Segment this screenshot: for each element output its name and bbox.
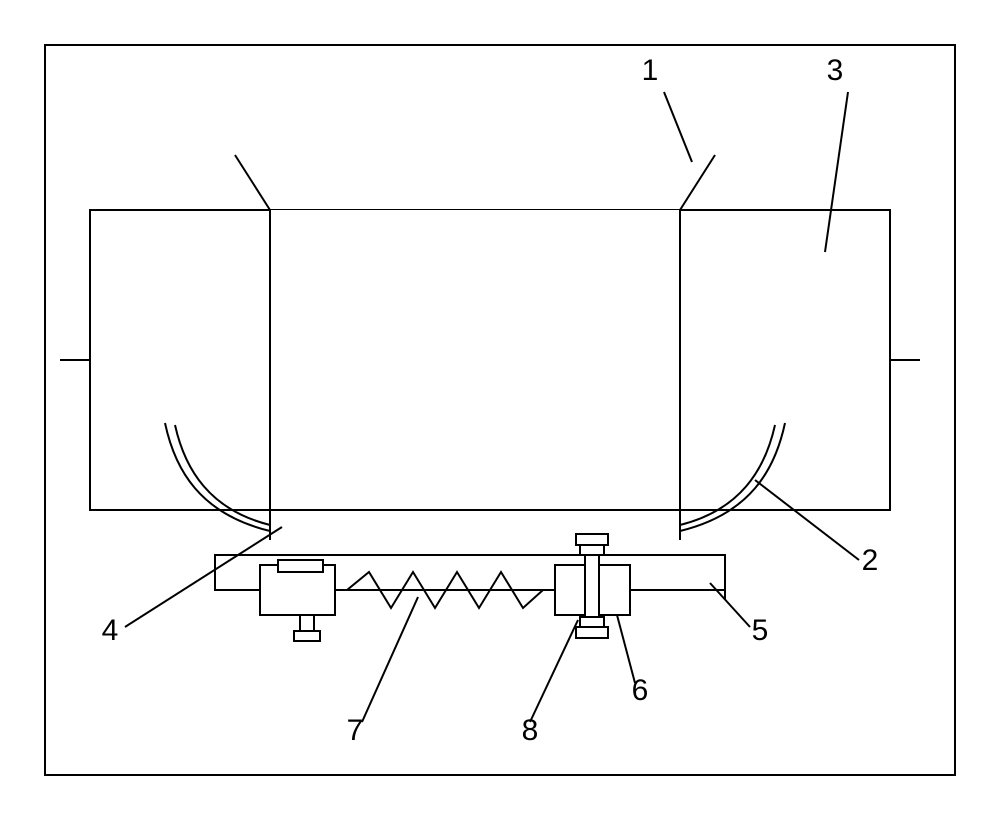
label-8: 8 (522, 714, 539, 747)
left-bolt-shaft (300, 615, 314, 631)
diagram-svg: 1 3 2 5 6 8 7 4 (0, 0, 1000, 822)
inner-right-flare (680, 155, 715, 210)
inner-left-flare (235, 155, 270, 210)
label-5: 5 (752, 614, 769, 647)
label-6: 6 (632, 674, 649, 707)
label-4: 4 (102, 614, 119, 647)
left-bolt-head (294, 631, 320, 641)
label-1: 1 (642, 54, 659, 87)
label-2: 2 (862, 544, 879, 577)
bolt8-top-nut (580, 545, 604, 555)
label-3: 3 (827, 54, 844, 87)
leader-7 (362, 597, 418, 722)
leader-6 (617, 615, 635, 683)
bolt8-top-head (576, 534, 608, 545)
leader-1 (664, 92, 692, 162)
inner-fill (270, 210, 680, 510)
leader-5 (710, 583, 750, 627)
leader-8 (530, 620, 578, 722)
bolt8-bot-nut (580, 617, 604, 627)
left-slot (278, 560, 323, 572)
label-7: 7 (347, 714, 364, 747)
bolt8-bot-head (576, 627, 608, 638)
